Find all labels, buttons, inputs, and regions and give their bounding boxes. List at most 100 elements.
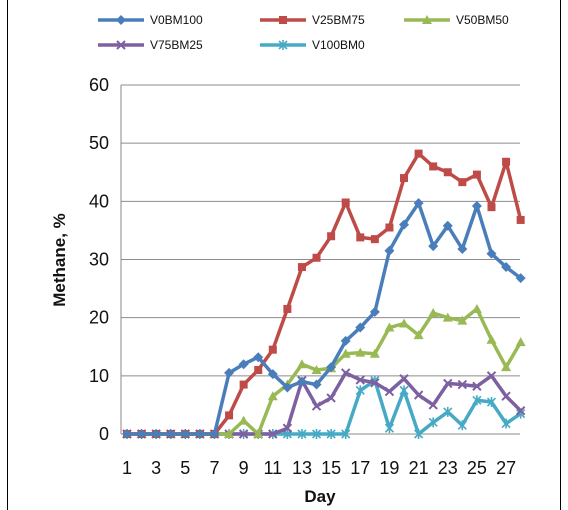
data-point — [472, 170, 481, 179]
data-point — [443, 168, 452, 177]
legend-label: V50BM50 — [456, 13, 509, 27]
data-point — [356, 233, 365, 242]
data-point — [209, 429, 220, 439]
data-point — [414, 429, 424, 439]
right-border-line — [560, 0, 561, 510]
data-point — [428, 417, 438, 428]
data-point — [238, 415, 249, 425]
legend-marker — [116, 40, 126, 50]
data-point — [414, 149, 423, 158]
data-point — [282, 382, 293, 393]
data-point — [501, 391, 511, 401]
data-point — [297, 429, 307, 439]
data-point — [282, 423, 293, 433]
x-tick-label: 5 — [180, 458, 190, 478]
data-point — [457, 379, 468, 390]
data-point — [297, 263, 306, 272]
data-point — [442, 312, 453, 322]
y-tick-labels: 0 10 20 30 40 50 60 — [89, 75, 109, 444]
data-point — [341, 429, 351, 439]
data-point — [341, 198, 350, 207]
data-point — [268, 429, 278, 439]
x-tick-label: 19 — [379, 458, 399, 478]
data-point — [486, 248, 497, 259]
y-tick-label: 10 — [89, 366, 109, 386]
y-tick-label: 50 — [89, 133, 109, 153]
data-point — [457, 420, 467, 431]
data-point — [413, 198, 424, 209]
x-tick-label: 15 — [321, 458, 341, 478]
legend-label: V100BM0 — [312, 38, 365, 52]
data-point — [429, 162, 438, 171]
y-axis-title: Methane, % — [50, 213, 69, 307]
data-point — [501, 262, 512, 273]
data-point — [327, 232, 336, 241]
data-point — [384, 386, 395, 397]
data-point — [486, 334, 497, 344]
data-point — [428, 400, 438, 410]
data-point — [399, 374, 409, 384]
data-point — [399, 219, 410, 230]
data-point — [311, 401, 322, 411]
legend-label: V0BM100 — [150, 13, 203, 27]
data-point — [239, 380, 248, 389]
x-tick-label: 23 — [438, 458, 458, 478]
data-point — [516, 215, 525, 224]
data-point — [384, 245, 395, 256]
data-point — [151, 429, 162, 439]
data-point — [355, 322, 366, 333]
data-point — [238, 429, 249, 439]
series-line — [127, 307, 523, 436]
data-point — [122, 429, 132, 439]
x-tick-label: 17 — [350, 458, 370, 478]
data-point — [326, 362, 337, 373]
x-tick-label: 9 — [239, 458, 249, 478]
legend-marker — [422, 15, 432, 24]
legend-item: V50BM50 — [404, 13, 509, 27]
data-point — [428, 308, 439, 318]
data-point — [428, 241, 439, 252]
legend-item: V100BM0 — [260, 38, 365, 52]
data-point — [267, 391, 278, 401]
data-point — [501, 418, 511, 429]
data-point — [355, 347, 366, 357]
data-point — [312, 253, 321, 262]
y-tick-label: 40 — [89, 191, 109, 211]
data-point — [487, 203, 496, 212]
x-tick-label: 21 — [409, 458, 429, 478]
data-point — [224, 429, 235, 438]
series-line — [127, 151, 523, 436]
data-point — [311, 365, 322, 375]
data-point — [253, 429, 264, 438]
y-tick-label: 0 — [99, 424, 109, 444]
data-point — [515, 406, 526, 416]
data-point — [442, 220, 453, 231]
data-point — [340, 335, 351, 346]
data-point — [384, 322, 395, 332]
data-point — [515, 337, 526, 347]
data-point — [296, 376, 307, 387]
data-point — [225, 411, 234, 420]
x-tick-labels: 1 3 5 7 9 11 13 15 17 19 21 23 25 27 — [122, 458, 516, 478]
y-tick-label: 30 — [89, 250, 109, 270]
legend-marker — [279, 16, 287, 24]
legend-label: V75BM25 — [150, 38, 203, 52]
legend-item: V75BM25 — [98, 38, 203, 52]
y-tick-label: 20 — [89, 308, 109, 328]
left-border-line — [7, 0, 8, 510]
data-point — [443, 378, 453, 389]
data-point — [486, 371, 497, 381]
data-point — [471, 303, 482, 313]
data-point — [384, 423, 395, 434]
x-tick-label: 1 — [122, 458, 132, 478]
legend-item: V25BM75 — [260, 13, 365, 27]
data-point — [385, 223, 394, 232]
data-point — [370, 378, 380, 388]
data-point — [457, 315, 468, 325]
data-point — [296, 359, 307, 369]
data-point — [340, 348, 351, 358]
x-axis-title: Day — [304, 487, 336, 506]
data-point — [400, 174, 409, 183]
